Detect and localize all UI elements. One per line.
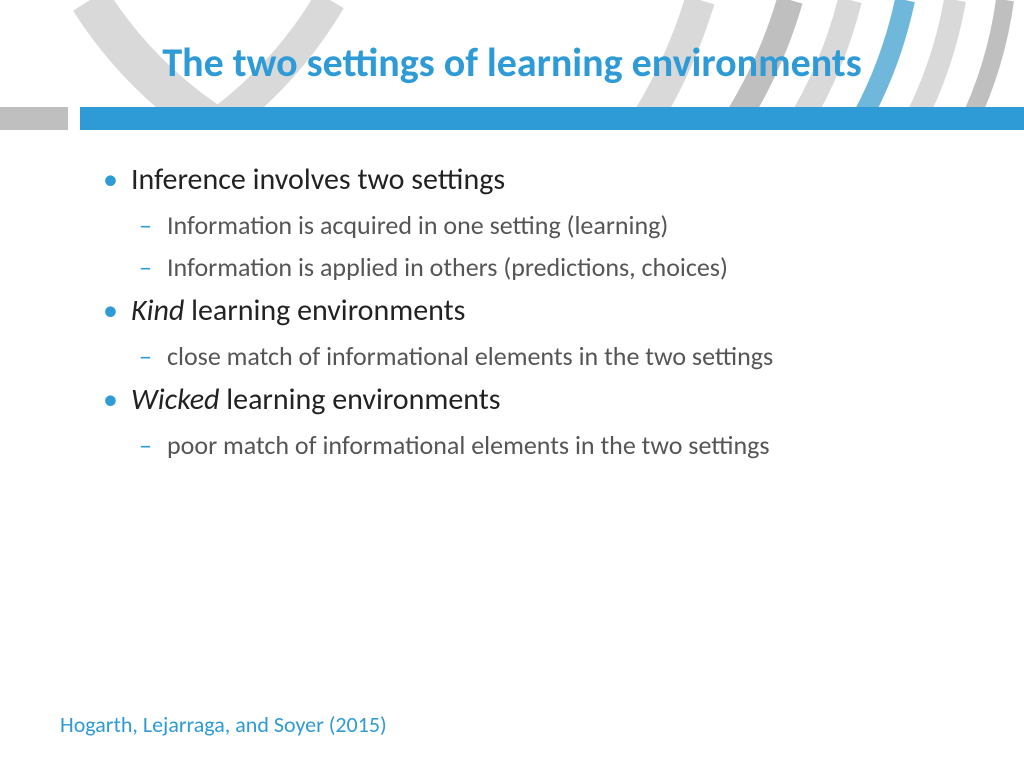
citation: Hogarth, Lejarraga, and Soyer (2015) <box>60 711 387 738</box>
bullet-rest: learning environments <box>184 292 465 329</box>
bullet-lvl2: Information is acquired in one setting (… <box>95 207 964 243</box>
bullet-lvl2: poor match of informational elements in … <box>95 427 964 463</box>
slide-body: Inference involves two settings Informat… <box>95 160 964 469</box>
header-bar-gap <box>68 107 80 130</box>
bullet-lead-italic: Wicked <box>131 381 219 418</box>
slide-title: The two settings of learning environment… <box>0 38 1024 87</box>
header-bar-grey <box>0 107 68 130</box>
header-bar-blue <box>80 107 1024 130</box>
header-bar <box>0 107 1024 130</box>
bullet-lvl1: Kind learning environments <box>95 291 964 332</box>
bullet-lvl1: Wicked learning environments <box>95 380 964 421</box>
bullet-lvl1: Inference involves two settings <box>95 160 964 201</box>
header-region: The two settings of learning environment… <box>0 0 1024 130</box>
bullet-lvl2: close match of informational elements in… <box>95 338 964 374</box>
bullet-lvl2: Information is applied in others (predic… <box>95 249 964 285</box>
bullet-lead-italic: Kind <box>131 292 184 329</box>
bullet-rest: learning environments <box>219 381 500 418</box>
